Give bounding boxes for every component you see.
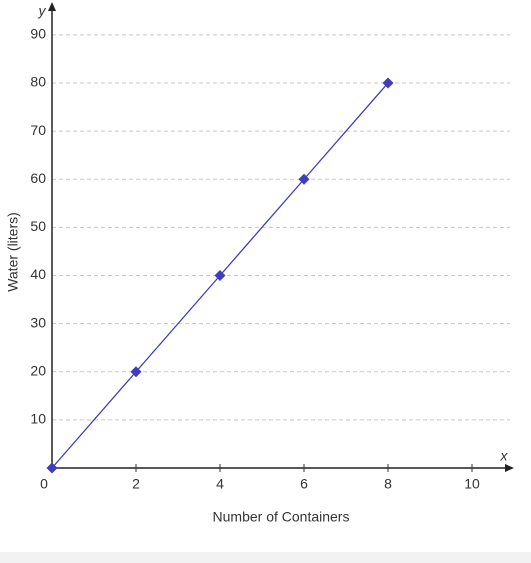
x-axis-title: Number of Containers	[213, 509, 350, 525]
y-tick-label: 90	[30, 26, 46, 42]
data-point	[214, 270, 226, 281]
x-axis-arrow	[505, 464, 514, 472]
x-tick-label: 4	[216, 476, 224, 492]
y-axis-symbol: y	[38, 3, 47, 19]
y-tick-label: 70	[30, 122, 46, 138]
y-tick-label: 20	[30, 362, 46, 378]
bottom-band	[0, 552, 531, 563]
y-tick-label: 50	[30, 218, 46, 234]
data-point	[298, 173, 310, 185]
x-tick-label: 2	[132, 476, 140, 492]
y-axis-arrow	[48, 2, 56, 11]
data-point	[130, 366, 142, 378]
y-tick-label: 10	[30, 411, 46, 427]
x-tick-label: 10	[464, 476, 480, 492]
x-tick-label: 0	[40, 476, 48, 492]
y-tick-label: 60	[30, 170, 46, 186]
y-axis-title: Water (liters)	[5, 212, 21, 292]
data-point	[46, 462, 58, 474]
data-point	[382, 77, 394, 89]
y-tick-label: 80	[30, 74, 46, 90]
y-tick-label: 40	[30, 266, 46, 282]
x-tick-label: 8	[384, 476, 392, 492]
y-tick-label: 30	[30, 314, 46, 330]
x-tick-label: 6	[300, 476, 308, 492]
x-axis-symbol: x	[500, 448, 509, 464]
